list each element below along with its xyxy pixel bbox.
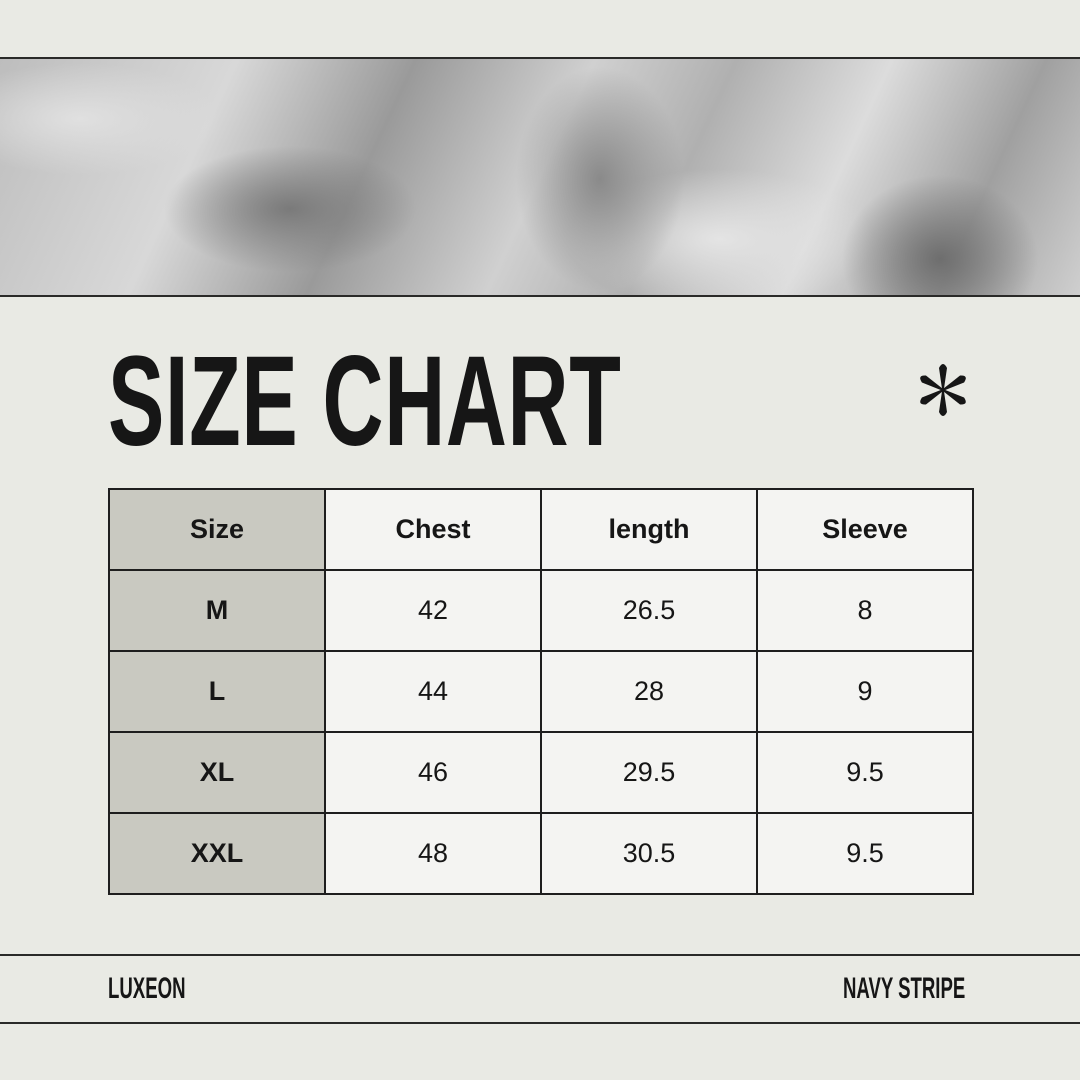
chest-cell: 46 — [324, 731, 542, 814]
brand-name: LUXEON — [108, 972, 186, 1005]
footer-bar: LUXEON NAVY STRIPE — [0, 954, 1080, 1024]
page-title: SIZE CHART — [108, 330, 622, 473]
chest-cell: 44 — [324, 650, 542, 733]
header-length: length — [540, 488, 758, 571]
size-cell: M — [108, 569, 326, 652]
sleeve-cell: 9.5 — [756, 812, 974, 895]
length-cell: 26.5 — [540, 569, 758, 652]
table-row: XL 46 29.5 9.5 — [108, 731, 974, 814]
header-size: Size — [108, 488, 326, 571]
fabric-hero-image — [0, 57, 1080, 297]
size-table: Size Chest length Sleeve M 42 26.5 8 L 4… — [108, 488, 974, 895]
sleeve-cell: 8 — [756, 569, 974, 652]
table-row: M 42 26.5 8 — [108, 569, 974, 652]
product-variant: NAVY STRIPE — [842, 972, 965, 1005]
length-cell: 29.5 — [540, 731, 758, 814]
table-row: L 44 28 9 — [108, 650, 974, 733]
header-sleeve: Sleeve — [756, 488, 974, 571]
table-header-row: Size Chest length Sleeve — [108, 488, 974, 571]
size-cell: XXL — [108, 812, 326, 895]
length-cell: 28 — [540, 650, 758, 733]
length-cell: 30.5 — [540, 812, 758, 895]
chest-cell: 42 — [324, 569, 542, 652]
header-chest: Chest — [324, 488, 542, 571]
chest-cell: 48 — [324, 812, 542, 895]
sleeve-cell: 9 — [756, 650, 974, 733]
size-cell: XL — [108, 731, 326, 814]
table-row: XXL 48 30.5 9.5 — [108, 812, 974, 895]
asterisk-icon — [920, 364, 966, 416]
sleeve-cell: 9.5 — [756, 731, 974, 814]
size-cell: L — [108, 650, 326, 733]
